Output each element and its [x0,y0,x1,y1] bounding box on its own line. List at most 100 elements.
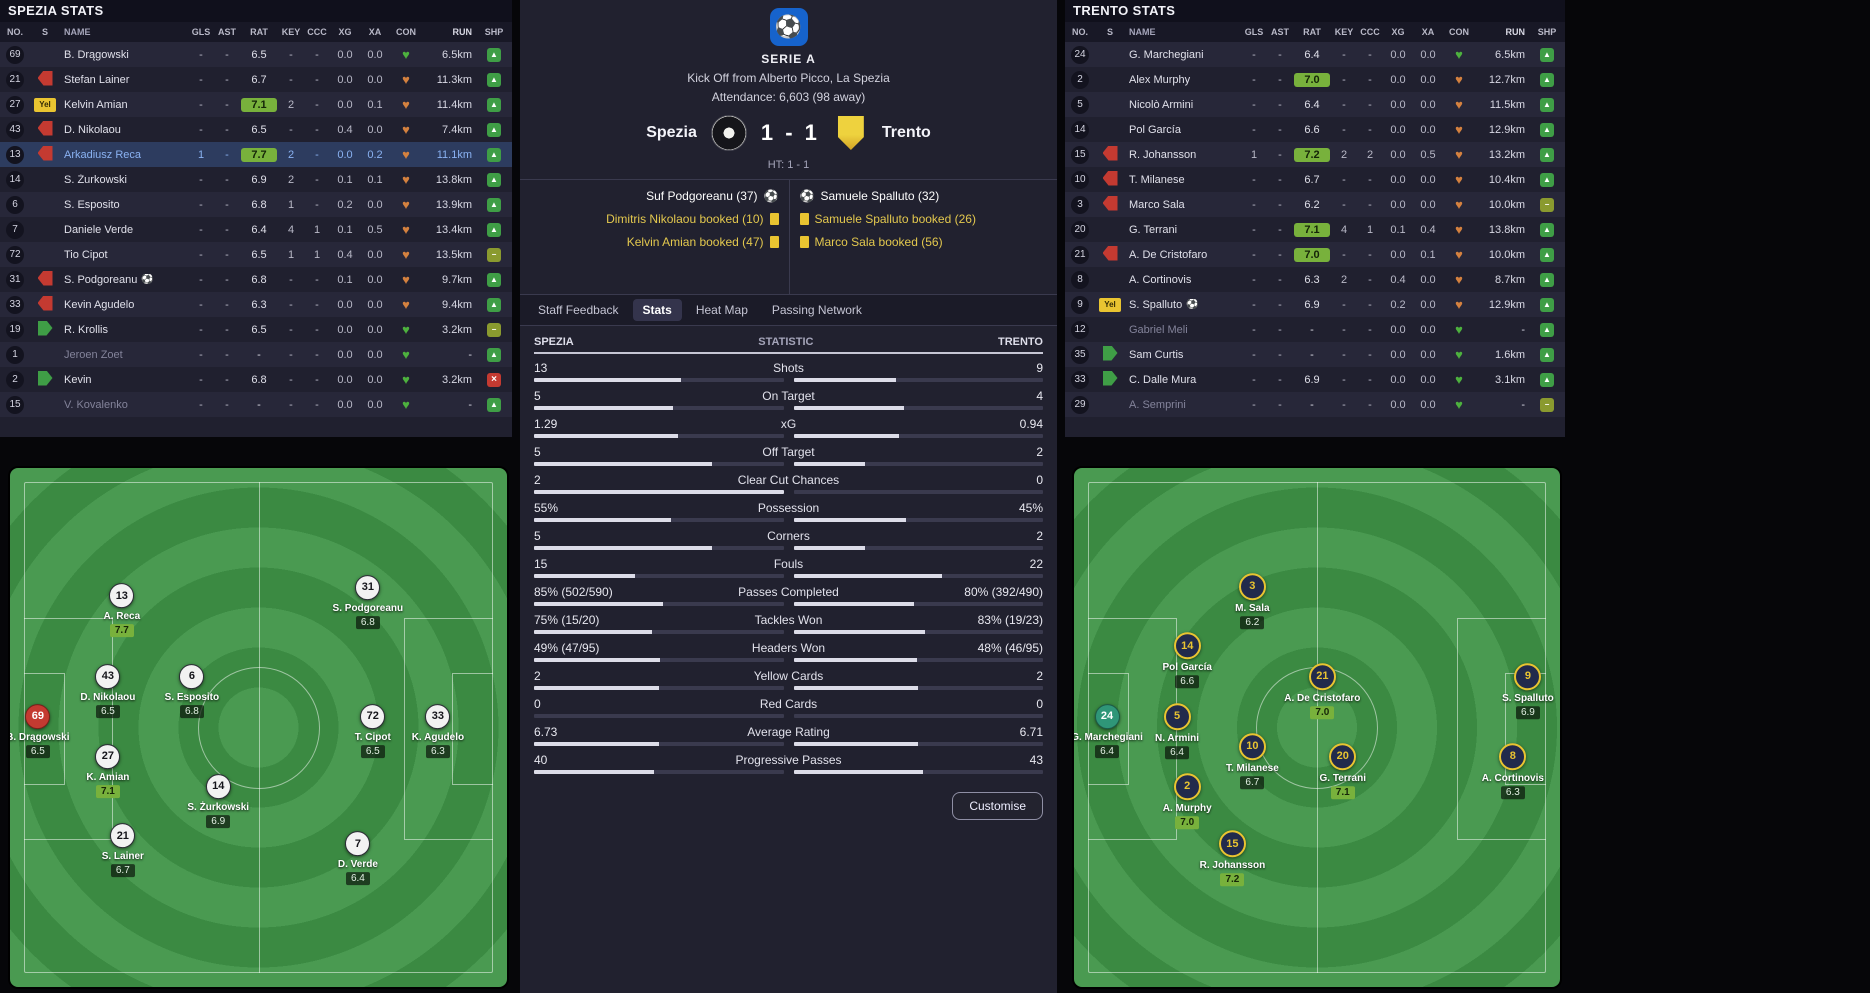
pitch-player[interactable]: 6 S. Esposito 6.8 [142,663,242,718]
player-name: Alex Murphy [1129,73,1191,86]
player-rating-badge: 6.5 [25,744,50,758]
yellow-card-icon [799,213,809,225]
pitch-player[interactable]: 69 B. Drągowski 6.5 [10,703,88,758]
player-number-circle: 6 [179,663,205,689]
condition-heart-icon: ♥ [402,147,410,162]
trento-player-row[interactable]: 10 T. Milanese - - 6.7 - - 0.0 0.0 ♥ 10.4km ▲ [1065,167,1565,192]
stat-run: 13.8km [1488,223,1525,236]
spezia-player-row[interactable]: 21 Stefan Lainer - - 6.7 - - 0.0 0.0 ♥ 11.3km ▲ [0,67,512,92]
spezia-player-row[interactable]: 2 Kevin - - 6.8 - - 0.0 0.0 ♥ 3.2km × [0,367,512,392]
stat-run: 7.4km [442,123,472,136]
pitch-player[interactable]: 9 S. Spalluto 6.9 [1478,662,1560,719]
sharpness-icon: ▲ [1540,372,1554,387]
shirt-number: 24 [1071,45,1089,64]
stat-rating: 6.5 [251,48,267,61]
pitch-player[interactable]: 7 D. Verde 6.4 [308,831,408,886]
booking-event: Samuele Spalluto booked (26) [799,212,1048,226]
spezia-player-row[interactable]: 6 S. Esposito - - 6.8 1 - 0.2 0.0 ♥ 13.9km ▲ [0,192,512,217]
pitch-player[interactable]: 15 R. Johansson 7.2 [1182,830,1282,887]
pitch-player[interactable]: 21 A. De Cristofaro 7.0 [1272,662,1372,719]
pitch-player[interactable]: 14 S. Żurkowski 6.9 [168,773,268,828]
stat-key: 1 [287,198,295,211]
trento-player-row[interactable]: 29 A. Semprini - - - - - 0.0 0.0 ♥ - − [1065,392,1565,417]
tab-heat-map[interactable]: Heat Map [695,303,748,317]
player-name: Marco Sala [1129,198,1185,211]
stat-rating: 6.8 [251,198,267,211]
spezia-player-row[interactable]: 43 D. Nikolaou - - 6.5 - - 0.4 0.0 ♥ 7.4km ▲ [0,117,512,142]
sharpness-icon: ▲ [1540,72,1554,87]
player-name: R. Krollis [64,323,109,336]
spezia-player-row[interactable]: 27 Yel Kelvin Amian - -7.1 2-0.0 0.1 ♥ 11.4km ▲ [0,92,512,117]
trento-player-row[interactable]: 9 Yel S. Spalluto ⚽ - - 6.9 - - 0.2 0.0 ♥ 12.9km ▲ [1065,292,1565,317]
player-rating-badge: 6.7 [1240,775,1265,789]
stat-away-bar [793,686,1043,690]
pitch-player[interactable]: 5 N. Armini 6.4 [1127,702,1227,759]
trento-player-row[interactable]: 24 G. Marchegiani - - 6.4 - - 0.0 0.0 ♥ 6.5km ▲ [1065,42,1565,67]
pitch-player[interactable]: 13 A. Reca 7.7 [72,583,172,638]
spezia-player-row[interactable]: 19 R. Krollis - - 6.5 - - 0.0 0.0 ♥ 3.2km − [0,317,512,342]
spezia-player-row[interactable]: 69 B. Drągowski - - 6.5 - - 0.0 0.0 ♥ 6.5km ▲ [0,42,512,67]
condition-heart-icon: ♥ [1455,322,1463,337]
pitch-player[interactable]: 8 A. Cortinovis 6.3 [1463,742,1560,799]
serie-a-logo-icon: ⚽ [769,8,808,46]
stat-rating: 6.4 [1304,48,1320,61]
tab-passing-network[interactable]: Passing Network [771,303,862,317]
spezia-player-row[interactable]: 13 Arkadiusz Reca 1-7.7 2-0.0 0.2 ♥ 11.1km ▲ [0,142,512,167]
stat-home-value: 5 [534,389,541,403]
stat-rating: - [1310,323,1314,336]
goal-icon: ⚽ [141,274,154,285]
spezia-player-row[interactable]: 31 S. Podgoreanu ⚽ - - 6.8 - - 0.1 0.0 ♥ 9.7km ▲ [0,267,512,292]
shirt-number: 35 [1071,345,1089,364]
stat-run: 12.9km [1488,123,1525,136]
stat-xa: 0.0 [1420,273,1436,286]
stat-xa: 0.4 [1420,223,1436,236]
player-name-label: R. Johansson [1199,860,1266,872]
pitch-player[interactable]: 33 K. Agudelo 6.3 [388,703,488,758]
column-header-shp: SHP [1537,27,1557,37]
trento-player-row[interactable]: 12 Gabriel Meli - - - - - 0.0 0.0 ♥ - ▲ [1065,317,1565,342]
trento-player-row[interactable]: 33 C. Dalle Mura - - 6.9 - - 0.0 0.0 ♥ 3.1km ▲ [1065,367,1565,392]
trento-player-row[interactable]: 5 Nicolò Armini - - 6.4 - - 0.0 0.0 ♥ 11.5km ▲ [1065,92,1565,117]
pitch-player[interactable]: 14 Pol García 6.6 [1137,632,1237,689]
pitch-player[interactable]: 27 K. Amian 7.1 [58,743,158,798]
stats-rows: 13 Shots 9 5 On Target 4 1.29 xG 0.94 5 Off Target… [534,361,1043,774]
pitch-player[interactable]: 20 G. Terrani 7.1 [1293,742,1393,799]
stat-xg: 0.4 [337,248,353,261]
tab-stats[interactable]: Stats [632,299,682,321]
spezia-player-row[interactable]: 7 Daniele Verde - - 6.4 4 1 0.1 0.5 ♥ 13.4km ▲ [0,217,512,242]
player-name: B. Drągowski [64,48,129,61]
stat-gls: - [1252,48,1256,61]
spezia-player-row[interactable]: 33 Kevin Agudelo - - 6.3 - - 0.0 0.0 ♥ 9.4km ▲ [0,292,512,317]
trento-player-row[interactable]: 15 R. Johansson 1 -7.2 2 2 0.0 0.5 ♥ 13.2km ▲ [1065,142,1565,167]
pitch-player[interactable]: 3 M. Sala 6.2 [1202,573,1302,630]
condition-heart-icon: ♥ [402,122,410,137]
stat-run: - [468,348,472,361]
spezia-player-row[interactable]: 14 S. Żurkowski - - 6.9 2 - 0.1 0.1 ♥ 13.8km ▲ [0,167,512,192]
shirt-number: 21 [6,70,24,89]
trento-player-row[interactable]: 14 Pol García - - 6.6 - - 0.0 0.0 ♥ 12.9km ▲ [1065,117,1565,142]
stat-run: 3.1km [1495,373,1525,386]
trento-player-row[interactable]: 35 Sam Curtis - - - - - 0.0 0.0 ♥ 1.6km ▲ [1065,342,1565,367]
tab-staff-feedback[interactable]: Staff Feedback [538,303,619,317]
trento-player-row[interactable]: 21 A. De Cristofaro - -7.0- -0.0 0.1 ♥ 10.0km ▲ [1065,242,1565,267]
customise-button[interactable]: Customise [952,792,1043,820]
trento-player-row[interactable]: 3 Marco Sala - - 6.2 - - 0.0 0.0 ♥ 10.0km − [1065,192,1565,217]
sharpness-icon: ▲ [1540,122,1554,137]
pitch-player[interactable]: 2 A. Murphy 7.0 [1137,772,1237,829]
trento-player-row[interactable]: 2 Alex Murphy - -7.0- -0.0 0.0 ♥ 12.7km ▲ [1065,67,1565,92]
pitch-player[interactable]: 43 D. Nikolaou 6.5 [58,663,158,718]
spezia-player-row[interactable]: 1 Jeroen Zoet - - - - - 0.0 0.0 ♥ - ▲ [0,342,512,367]
stat-gls: - [199,273,203,286]
stat-xg: 0.0 [1390,148,1406,161]
stat-run: 10.0km [1488,248,1525,261]
stat-label: On Target [762,389,815,403]
trento-player-row[interactable]: 20 G. Terrani - -7.1 4 1 0.1 0.4 ♥ 13.8km ▲ [1065,217,1565,242]
pitch-player[interactable]: 31 S. Podgoreanu 6.8 [318,574,418,629]
spezia-player-row[interactable]: 15 V. Kovalenko - - - - - 0.0 0.0 ♥ - ▲ [0,392,512,417]
pitch-player[interactable]: 10 T. Milanese 6.7 [1202,732,1302,789]
pitch-player[interactable]: 72 T. Cipot 6.5 [323,703,423,758]
pitch-player[interactable]: 24 G. Marchegiani 6.4 [1074,703,1157,758]
trento-player-row[interactable]: 8 A. Cortinovis - - 6.3 2 - 0.4 0.0 ♥ 8.7km ▲ [1065,267,1565,292]
spezia-player-row[interactable]: 72 Tio Cipot - - 6.5 1 1 0.4 0.0 ♥ 13.5km − [0,242,512,267]
pitch-player[interactable]: 21 S. Lainer 6.7 [73,823,173,878]
